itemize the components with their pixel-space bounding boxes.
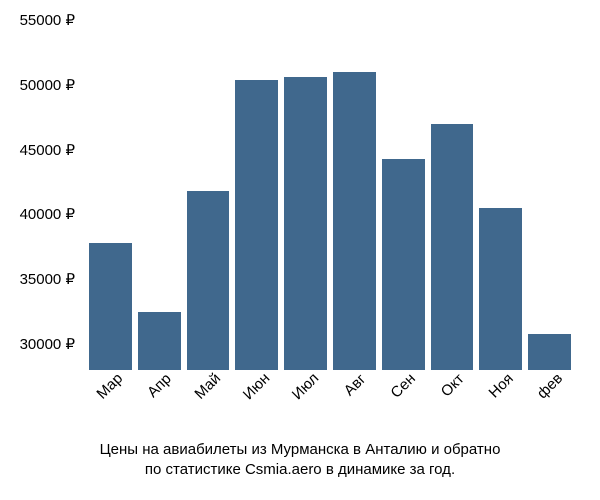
x-label-slot: фев [528, 374, 571, 434]
chart-caption: Цены на авиабилеты из Мурманска в Антали… [0, 440, 600, 481]
y-tick-label: 55000 ₽ [20, 11, 75, 29]
x-label-slot: Май [187, 374, 230, 434]
bar [138, 312, 181, 370]
x-label-slot: Сен [382, 374, 425, 434]
bar [382, 159, 425, 370]
y-tick-label: 30000 ₽ [20, 335, 75, 353]
bar [187, 191, 230, 370]
bars-container [85, 20, 575, 370]
x-label-slot: Ноя [479, 374, 522, 434]
x-label-slot: Апр [138, 374, 181, 434]
caption-line-1: Цены на авиабилеты из Мурманска в Антали… [100, 441, 501, 458]
price-bar-chart: 30000 ₽ 35000 ₽ 40000 ₽ 45000 ₽ 50000 ₽ 55000… [0, 0, 600, 500]
x-tick-label: Авг [341, 371, 370, 400]
x-tick-label: фев [533, 370, 565, 402]
bar [479, 208, 522, 370]
y-tick-label: 35000 ₽ [20, 270, 75, 288]
x-label-slot: Июл [284, 374, 327, 434]
x-tick-label: Ноя [485, 370, 516, 401]
x-tick-label: Сен [388, 370, 419, 401]
y-tick-label: 45000 ₽ [20, 141, 75, 159]
x-tick-label: Мар [94, 370, 127, 403]
bar [528, 334, 571, 370]
x-label-slot: Авг [333, 374, 376, 434]
x-label-slot: Июн [235, 374, 278, 434]
bar [284, 77, 327, 370]
x-axis-labels: МарАпрМайИюнИюл Авг СенОктНояфев [85, 374, 575, 434]
bar [89, 243, 132, 370]
x-label-slot: Окт [431, 374, 474, 434]
x-tick-label: Июн [240, 370, 273, 403]
bar [235, 80, 278, 370]
bar [333, 72, 376, 370]
x-tick-label: Апр [144, 370, 175, 401]
y-axis: 30000 ₽35000 ₽40000 ₽45000 ₽50000 ₽55000… [0, 20, 80, 370]
y-tick-label: 40000 ₽ [20, 205, 75, 223]
caption-line-2: по статистике Csmia.aero в динамике за г… [145, 461, 455, 478]
plot-area [85, 20, 575, 370]
x-tick-label: Май [191, 370, 224, 403]
x-tick-label: Июл [288, 370, 322, 404]
x-label-slot: Мар [89, 374, 132, 434]
y-tick-label: 50000 ₽ [20, 76, 75, 94]
bar [431, 124, 474, 370]
x-tick-label: Окт [438, 370, 468, 400]
